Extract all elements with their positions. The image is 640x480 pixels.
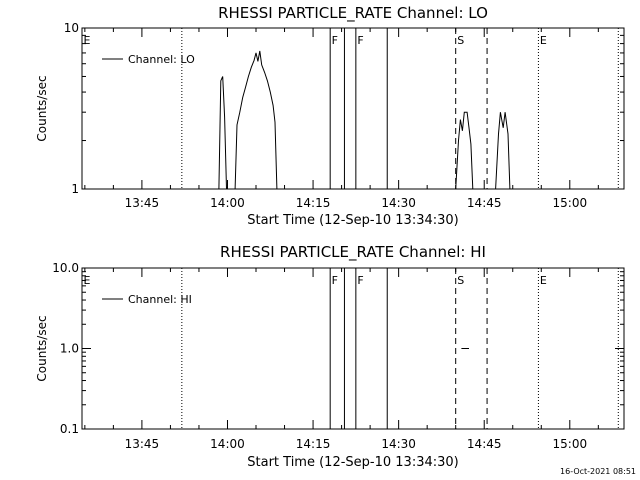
x-tick-label: 15:00	[553, 196, 588, 210]
annotation-label-s: S	[457, 34, 464, 47]
y-tick-label: 1.0	[60, 342, 79, 356]
annotation-label-e: E	[540, 34, 547, 47]
series-line	[218, 50, 511, 190]
chart-title: RHESSI PARTICLE_RATE Channel: LO	[218, 4, 488, 23]
annotation-label-f: F	[357, 274, 363, 287]
x-tick-label: 15:00	[553, 437, 588, 451]
chart-title: RHESSI PARTICLE_RATE Channel: HI	[220, 243, 486, 262]
x-tick-label: 14:30	[381, 196, 416, 210]
x-tick-label: 14:00	[210, 437, 245, 451]
x-tick-label: 14:15	[296, 437, 331, 451]
x-axis-label: Start Time (12-Sep-10 13:34:30)	[247, 455, 458, 470]
annotation-label-f: F	[332, 274, 338, 287]
x-axis-label: Start Time (12-Sep-10 13:34:30)	[247, 213, 458, 228]
y-axis-label: Counts/sec	[35, 75, 49, 141]
legend-label: Channel: HI	[128, 293, 192, 306]
y-axis-label: Counts/sec	[35, 315, 49, 381]
chart-panel-2: RHESSI PARTICLE_RATE Channel: HI E F F S E 0.1…	[35, 243, 625, 470]
legend-label: Channel: LO	[128, 53, 195, 66]
footer-timestamp: 16-Oct-2021 08:51	[560, 467, 636, 476]
x-tick-label: 14:30	[381, 437, 416, 451]
x-tick-label: 14:00	[210, 196, 245, 210]
annotation-label-f: F	[357, 34, 363, 47]
annotation-label-e: E	[84, 34, 91, 47]
x-tick-label: 14:45	[467, 196, 502, 210]
y-tick-label: 10.0	[52, 261, 79, 275]
x-tick-label: 13:45	[125, 196, 160, 210]
chart-panel-1: RHESSI PARTICLE_RATE Channel: LO E F F S E 1 10…	[35, 4, 625, 228]
x-tick-label: 14:15	[296, 196, 331, 210]
x-tick-label: 13:45	[125, 437, 160, 451]
annotation-label-e: E	[540, 274, 547, 287]
annotation-label-s: S	[457, 274, 464, 287]
y-tick-label: 1	[71, 182, 79, 196]
x-tick-label: 14:45	[467, 437, 502, 451]
annotation-label-e: E	[84, 274, 91, 287]
annotation-label-f: F	[332, 34, 338, 47]
y-tick-label: 0.1	[60, 422, 79, 436]
y-tick-label: 10	[64, 21, 79, 35]
